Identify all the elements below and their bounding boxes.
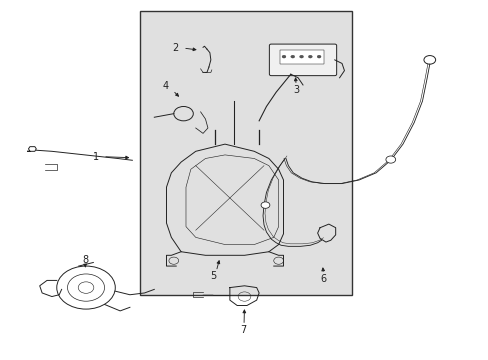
- Circle shape: [308, 55, 312, 58]
- Text: 4: 4: [162, 81, 168, 91]
- Circle shape: [299, 55, 303, 58]
- FancyBboxPatch shape: [279, 50, 324, 64]
- FancyBboxPatch shape: [269, 44, 336, 76]
- Circle shape: [282, 55, 285, 58]
- Text: 5: 5: [210, 271, 217, 281]
- Text: 1: 1: [93, 152, 99, 162]
- Text: 3: 3: [292, 85, 299, 95]
- Bar: [140, 12, 351, 295]
- Circle shape: [290, 55, 294, 58]
- Text: 7: 7: [240, 325, 246, 335]
- Text: 2: 2: [172, 43, 178, 53]
- Text: 8: 8: [82, 255, 88, 265]
- Circle shape: [385, 156, 395, 163]
- Text: 6: 6: [320, 274, 326, 284]
- Circle shape: [261, 202, 269, 208]
- Circle shape: [317, 55, 321, 58]
